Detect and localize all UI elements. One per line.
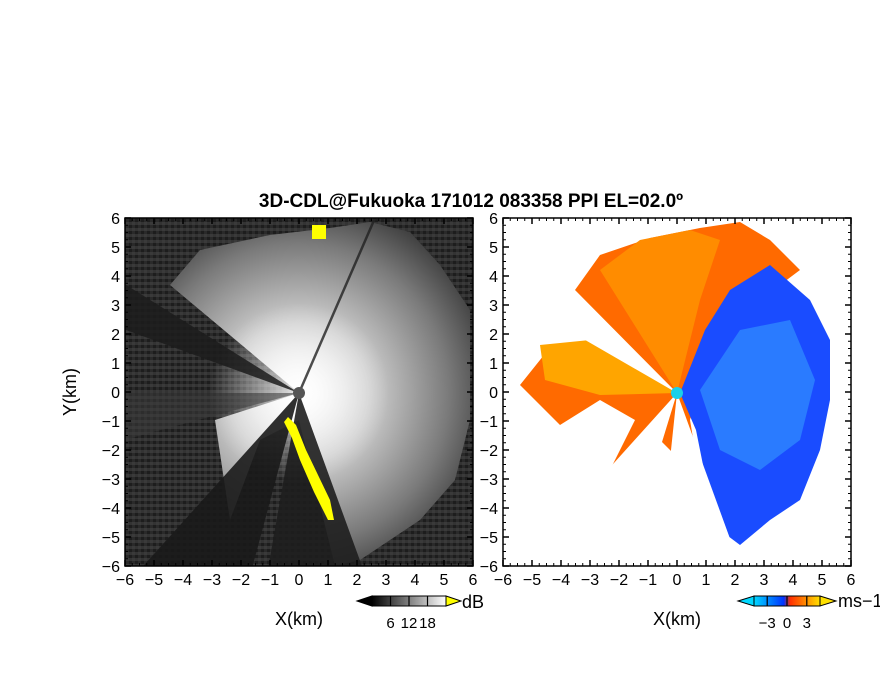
velocity-blocked-sectors — [503, 236, 740, 566]
x-tick-label: 4 — [789, 572, 798, 589]
x-tick-label: −1 — [261, 572, 279, 589]
y-tick-label: 2 — [489, 327, 498, 344]
x-tick-label: 1 — [324, 572, 333, 589]
radar-site-marker — [293, 387, 305, 399]
x-tick-label: −3 — [581, 572, 599, 589]
y-tick-label: −3 — [480, 472, 498, 489]
x-tick-label: −1 — [639, 572, 657, 589]
velocity-xlabel: X(km) — [653, 609, 701, 629]
colorbar-tick-label: 18 — [419, 615, 436, 632]
y-tick-label: 0 — [111, 385, 120, 402]
y-tick-label: 4 — [111, 269, 120, 286]
y-tick-label: 5 — [111, 240, 120, 257]
y-tick-label: 1 — [489, 356, 498, 373]
receding-bright-region — [540, 340, 677, 395]
reflectivity-ticks: −6 −5 −4 −3 −2 −1 0 1 2 3 4 5 6 6 5 4 3 2 1 0 −1 −2 −3 −4 −5 −6 — [102, 211, 478, 589]
x-tick-label: 6 — [469, 572, 478, 589]
reflectivity-xlabel: X(km) — [275, 609, 323, 629]
colorbar-unit: dB — [462, 592, 484, 612]
y-tick-label: 2 — [111, 327, 120, 344]
x-tick-label: −2 — [610, 572, 628, 589]
y-tick-label: −2 — [102, 443, 120, 460]
y-tick-label: 4 — [489, 269, 498, 286]
y-tick-label: 0 — [489, 385, 498, 402]
x-tick-label: 1 — [702, 572, 711, 589]
y-tick-label: −3 — [102, 472, 120, 489]
y-tick-label: 3 — [111, 298, 120, 315]
blocked-sector — [658, 393, 740, 566]
blocked-sector — [503, 236, 677, 393]
y-tick-label: −5 — [480, 530, 498, 547]
colorbar-over-arrow — [819, 595, 838, 607]
x-tick-label: 2 — [731, 572, 740, 589]
x-tick-label: 4 — [411, 572, 420, 589]
x-tick-label: 3 — [760, 572, 769, 589]
echo-overflow-spot — [312, 225, 326, 239]
y-tick-label: −5 — [102, 530, 120, 547]
y-tick-label: −2 — [480, 443, 498, 460]
x-tick-label: −6 — [494, 572, 512, 589]
blocked-sector — [143, 393, 299, 566]
colorbar-tick-label: 6 — [386, 615, 394, 632]
velocity-ticks: −6 −5 −4 −3 −2 −1 0 1 2 3 4 5 6 6 5 4 3 2 1 0 −1 −2 −3 −4 −5 −6 — [480, 211, 856, 589]
y-tick-label: −6 — [102, 559, 120, 576]
colorbar-tick-label: 0 — [783, 615, 791, 632]
x-tick-label: 0 — [673, 572, 682, 589]
x-tick-label: 3 — [382, 572, 391, 589]
velocity-panel: −6 −5 −4 −3 −2 −1 0 1 2 3 4 5 6 6 5 4 3 2 1 0 −1 −2 −3 −4 −5 −6 X… — [480, 211, 856, 629]
colorbar-ticks: 6 12 18 — [386, 596, 436, 632]
x-tick-label: −4 — [174, 572, 192, 589]
x-tick-label: −3 — [203, 572, 221, 589]
figure-title: 3D-CDL@Fukuoka 171012 083358 PPI EL=02.0… — [259, 191, 683, 212]
x-tick-label: −2 — [232, 572, 250, 589]
y-tick-label: −6 — [480, 559, 498, 576]
y-tick-label: −1 — [480, 414, 498, 431]
x-tick-label: 5 — [440, 572, 449, 589]
colorbar-under-arrow — [736, 595, 755, 607]
x-tick-label: 0 — [295, 572, 304, 589]
y-tick-label: 5 — [489, 240, 498, 257]
beam-shadow-line — [297, 218, 377, 394]
x-tick-label: 5 — [818, 572, 827, 589]
colorbar-unit: ms−1 — [838, 591, 880, 611]
colorbar-under-arrow — [355, 595, 373, 607]
x-tick-label: −4 — [552, 572, 570, 589]
y-tick-label: 1 — [111, 356, 120, 373]
colorbar-tick-label: 12 — [401, 615, 418, 632]
blocked-sector — [125, 393, 299, 440]
x-tick-label: −6 — [116, 572, 134, 589]
reflectivity-colorbar: 6 12 18 dB — [355, 592, 484, 632]
y-tick-label: 6 — [489, 211, 498, 228]
y-tick-label: −4 — [480, 501, 498, 518]
y-tick-label: −1 — [102, 414, 120, 431]
blocked-sector — [125, 284, 299, 393]
reflectivity-ylabel: Y(km) — [60, 368, 80, 416]
blocked-sector — [521, 393, 677, 566]
colorbar-tick-label: 3 — [803, 615, 811, 632]
radar-site-marker-velocity — [671, 387, 683, 399]
y-tick-label: 3 — [489, 298, 498, 315]
colorbar-tick-label: −3 — [759, 615, 776, 632]
x-tick-label: 6 — [847, 572, 856, 589]
x-tick-label: −5 — [523, 572, 541, 589]
x-tick-label: −5 — [145, 572, 163, 589]
y-tick-label: 6 — [111, 211, 120, 228]
x-tick-label: 2 — [353, 572, 362, 589]
echo-overflow-strip — [284, 417, 334, 520]
y-tick-label: −4 — [102, 501, 120, 518]
colorbar-ticks: −3 0 3 — [759, 596, 811, 632]
velocity-colorbar: −3 0 3 ms−1 — [736, 591, 880, 632]
colorbar-over-arrow — [445, 595, 463, 607]
approaching-weak-region — [700, 320, 815, 470]
receding-upper-region — [600, 230, 720, 393]
